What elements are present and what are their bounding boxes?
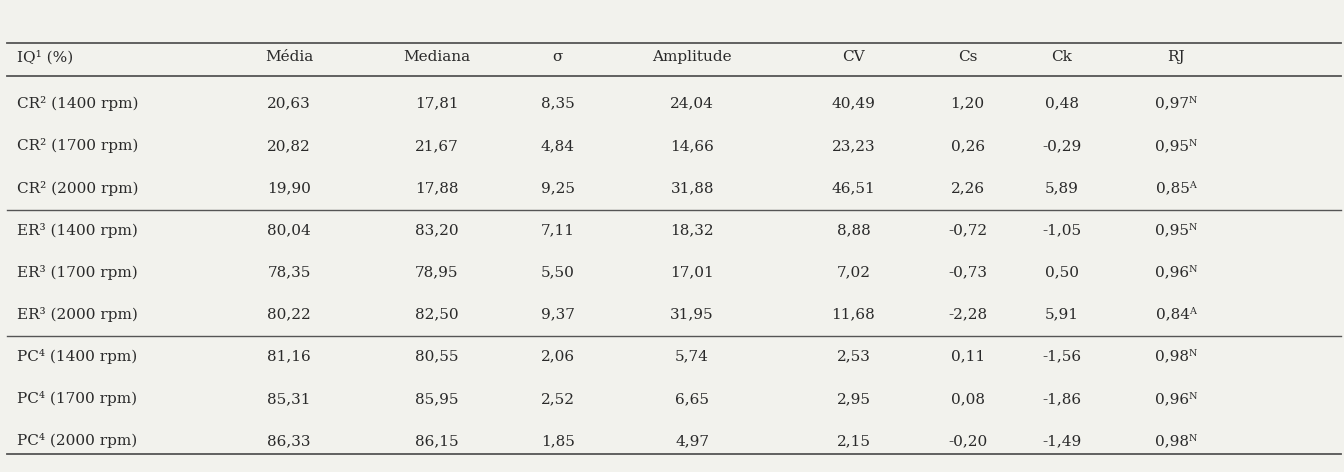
Text: PC⁴ (1700 rpm): PC⁴ (1700 rpm) <box>17 391 137 406</box>
Text: 0,48: 0,48 <box>1044 97 1079 111</box>
Text: ER³ (1700 rpm): ER³ (1700 rpm) <box>17 265 138 280</box>
Text: 2,95: 2,95 <box>836 392 871 406</box>
Text: 78,95: 78,95 <box>415 265 458 279</box>
Text: 8,88: 8,88 <box>836 223 871 237</box>
Text: σ: σ <box>552 51 563 64</box>
Text: 31,95: 31,95 <box>671 307 714 321</box>
Text: 4,97: 4,97 <box>675 434 710 448</box>
Text: CV: CV <box>843 51 864 64</box>
Text: 18,32: 18,32 <box>671 223 714 237</box>
Text: 17,01: 17,01 <box>671 265 714 279</box>
Text: 0,11: 0,11 <box>950 350 985 363</box>
Text: 1,20: 1,20 <box>950 97 985 111</box>
Text: 31,88: 31,88 <box>671 181 714 195</box>
Text: 0,96ᴺ: 0,96ᴺ <box>1154 265 1198 279</box>
Text: 11,68: 11,68 <box>832 307 875 321</box>
Text: 5,89: 5,89 <box>1044 181 1079 195</box>
Text: 14,66: 14,66 <box>671 139 714 153</box>
Text: 7,02: 7,02 <box>836 265 871 279</box>
Text: 9,25: 9,25 <box>540 181 575 195</box>
Text: 2,53: 2,53 <box>836 350 871 363</box>
Text: 2,26: 2,26 <box>950 181 985 195</box>
Text: PC⁴ (2000 rpm): PC⁴ (2000 rpm) <box>17 433 137 448</box>
Text: Ck: Ck <box>1051 51 1073 64</box>
Text: -2,28: -2,28 <box>948 307 988 321</box>
Text: 4,84: 4,84 <box>540 139 575 153</box>
Text: 8,35: 8,35 <box>540 97 575 111</box>
Text: 20,63: 20,63 <box>267 97 310 111</box>
Text: 0,26: 0,26 <box>950 139 985 153</box>
Text: RJ: RJ <box>1167 51 1185 64</box>
Text: 5,50: 5,50 <box>540 265 575 279</box>
Text: 19,90: 19,90 <box>267 181 310 195</box>
Text: 0,98ᴺ: 0,98ᴺ <box>1154 350 1198 363</box>
Text: ER³ (1400 rpm): ER³ (1400 rpm) <box>17 223 138 238</box>
Text: 86,33: 86,33 <box>267 434 310 448</box>
Text: Cs: Cs <box>958 51 977 64</box>
Text: 0,95ᴺ: 0,95ᴺ <box>1154 139 1198 153</box>
Text: 21,67: 21,67 <box>415 139 458 153</box>
Text: -0,72: -0,72 <box>948 223 988 237</box>
Text: IQ¹ (%): IQ¹ (%) <box>17 50 74 65</box>
Text: 85,31: 85,31 <box>267 392 310 406</box>
Text: 86,15: 86,15 <box>415 434 458 448</box>
Text: 2,15: 2,15 <box>836 434 871 448</box>
Text: 5,91: 5,91 <box>1044 307 1079 321</box>
Text: -1,05: -1,05 <box>1042 223 1082 237</box>
Text: 23,23: 23,23 <box>832 139 875 153</box>
Text: 0,97ᴺ: 0,97ᴺ <box>1154 97 1198 111</box>
Text: 6,65: 6,65 <box>675 392 710 406</box>
Text: Amplitude: Amplitude <box>652 51 732 64</box>
Text: 24,04: 24,04 <box>671 97 714 111</box>
Text: -0,20: -0,20 <box>948 434 988 448</box>
Text: PC⁴ (1400 rpm): PC⁴ (1400 rpm) <box>17 349 137 364</box>
Text: 5,74: 5,74 <box>675 350 710 363</box>
Text: 0,50: 0,50 <box>1044 265 1079 279</box>
Text: 1,85: 1,85 <box>540 434 575 448</box>
Text: 2,06: 2,06 <box>540 350 575 363</box>
Text: 83,20: 83,20 <box>415 223 458 237</box>
Text: 0,98ᴺ: 0,98ᴺ <box>1154 434 1198 448</box>
Text: 40,49: 40,49 <box>832 97 875 111</box>
Text: 7,11: 7,11 <box>540 223 575 237</box>
Text: -1,56: -1,56 <box>1042 350 1082 363</box>
Text: 78,35: 78,35 <box>267 265 310 279</box>
Text: 80,55: 80,55 <box>415 350 458 363</box>
Text: 17,88: 17,88 <box>415 181 458 195</box>
Text: 0,85ᴬ: 0,85ᴬ <box>1156 181 1196 195</box>
Text: 0,96ᴺ: 0,96ᴺ <box>1154 392 1198 406</box>
Text: CR² (2000 rpm): CR² (2000 rpm) <box>17 180 138 195</box>
Text: CR² (1400 rpm): CR² (1400 rpm) <box>17 96 138 111</box>
Text: Média: Média <box>265 51 313 64</box>
Text: 2,52: 2,52 <box>540 392 575 406</box>
Text: 17,81: 17,81 <box>415 97 458 111</box>
Text: 81,16: 81,16 <box>267 350 310 363</box>
Text: -0,73: -0,73 <box>948 265 988 279</box>
Text: 0,95ᴺ: 0,95ᴺ <box>1154 223 1198 237</box>
Text: 80,22: 80,22 <box>267 307 310 321</box>
Text: -1,49: -1,49 <box>1042 434 1082 448</box>
Text: 80,04: 80,04 <box>267 223 310 237</box>
Text: 0,84ᴬ: 0,84ᴬ <box>1156 307 1196 321</box>
Text: CR² (1700 rpm): CR² (1700 rpm) <box>17 138 138 153</box>
Text: 9,37: 9,37 <box>540 307 575 321</box>
Text: 0,08: 0,08 <box>950 392 985 406</box>
Text: 20,82: 20,82 <box>267 139 310 153</box>
Text: -0,29: -0,29 <box>1042 139 1082 153</box>
Text: Mediana: Mediana <box>403 51 470 64</box>
Text: 46,51: 46,51 <box>832 181 875 195</box>
Text: ER³ (2000 rpm): ER³ (2000 rpm) <box>17 307 138 322</box>
Text: 85,95: 85,95 <box>415 392 458 406</box>
Text: 82,50: 82,50 <box>415 307 458 321</box>
Text: -1,86: -1,86 <box>1042 392 1082 406</box>
